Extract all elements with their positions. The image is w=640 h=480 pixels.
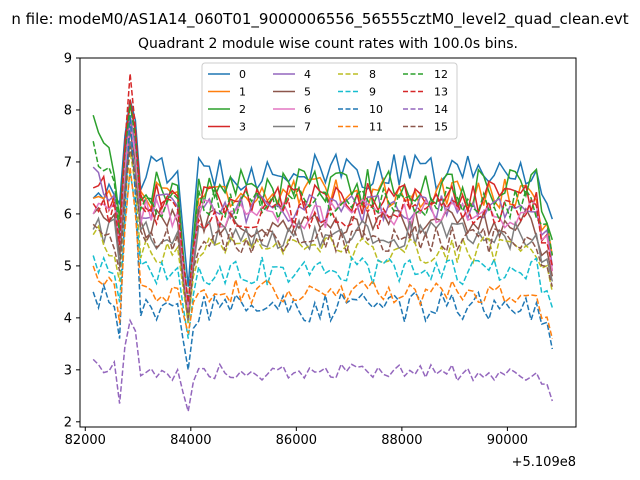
series-line-15 xyxy=(92,146,554,319)
y-tick-label: 8 xyxy=(64,103,72,118)
series-line-7 xyxy=(92,141,554,324)
figure-suptitle: n file: modeM0/AS1A14_060T01_9000006556_… xyxy=(11,10,629,28)
legend-label: 1 xyxy=(239,86,246,99)
series-line-5 xyxy=(92,130,554,318)
y-tick-label: 2 xyxy=(64,415,72,430)
x-offset-label: +5.109e8 xyxy=(512,455,576,470)
series-line-12 xyxy=(92,104,554,303)
y-tick-label: 6 xyxy=(64,207,72,222)
legend-frame xyxy=(201,62,458,140)
legend-label: 9 xyxy=(369,86,376,99)
series-line-14 xyxy=(92,318,554,412)
legend-label: 15 xyxy=(434,121,448,134)
legend-label: 7 xyxy=(304,121,311,134)
legend-label: 5 xyxy=(304,86,311,99)
x-axis: 82000 84000 86000 88000 90000 xyxy=(65,427,528,448)
series-line-9 xyxy=(92,172,554,339)
legend-label: 2 xyxy=(239,103,246,116)
x-tick-label: 90000 xyxy=(487,433,528,448)
y-tick-label: 7 xyxy=(64,155,72,170)
legend-label: 0 xyxy=(239,68,246,81)
series-layer xyxy=(92,73,554,412)
legend-label: 3 xyxy=(239,121,246,134)
series-line-13 xyxy=(92,73,554,303)
legend-label: 8 xyxy=(369,68,376,81)
y-tick-label: 4 xyxy=(64,311,72,326)
chart-title: Quadrant 2 module wise count rates with … xyxy=(138,36,518,52)
y-tick-label: 9 xyxy=(64,52,72,67)
legend-label: 13 xyxy=(434,86,448,99)
series-line-11 xyxy=(92,167,554,339)
x-tick-label: 88000 xyxy=(381,433,422,448)
y-axis: 2 3 4 5 6 7 8 9 xyxy=(64,52,80,430)
x-tick-label: 82000 xyxy=(65,433,106,448)
x-tick-label: 86000 xyxy=(276,433,317,448)
legend-label: 11 xyxy=(369,121,383,134)
legend-label: 12 xyxy=(434,68,448,81)
series-line-8 xyxy=(92,151,554,324)
y-tick-label: 5 xyxy=(64,259,72,274)
legend-label: 14 xyxy=(434,103,448,116)
series-line-0 xyxy=(92,99,554,287)
y-tick-label: 3 xyxy=(64,363,72,378)
legend-label: 6 xyxy=(304,103,311,116)
legend-label: 4 xyxy=(304,68,311,81)
series-line-6 xyxy=(92,125,554,313)
legend-label: 10 xyxy=(369,103,383,116)
x-tick-label: 84000 xyxy=(170,433,211,448)
plot-frame xyxy=(79,57,577,428)
